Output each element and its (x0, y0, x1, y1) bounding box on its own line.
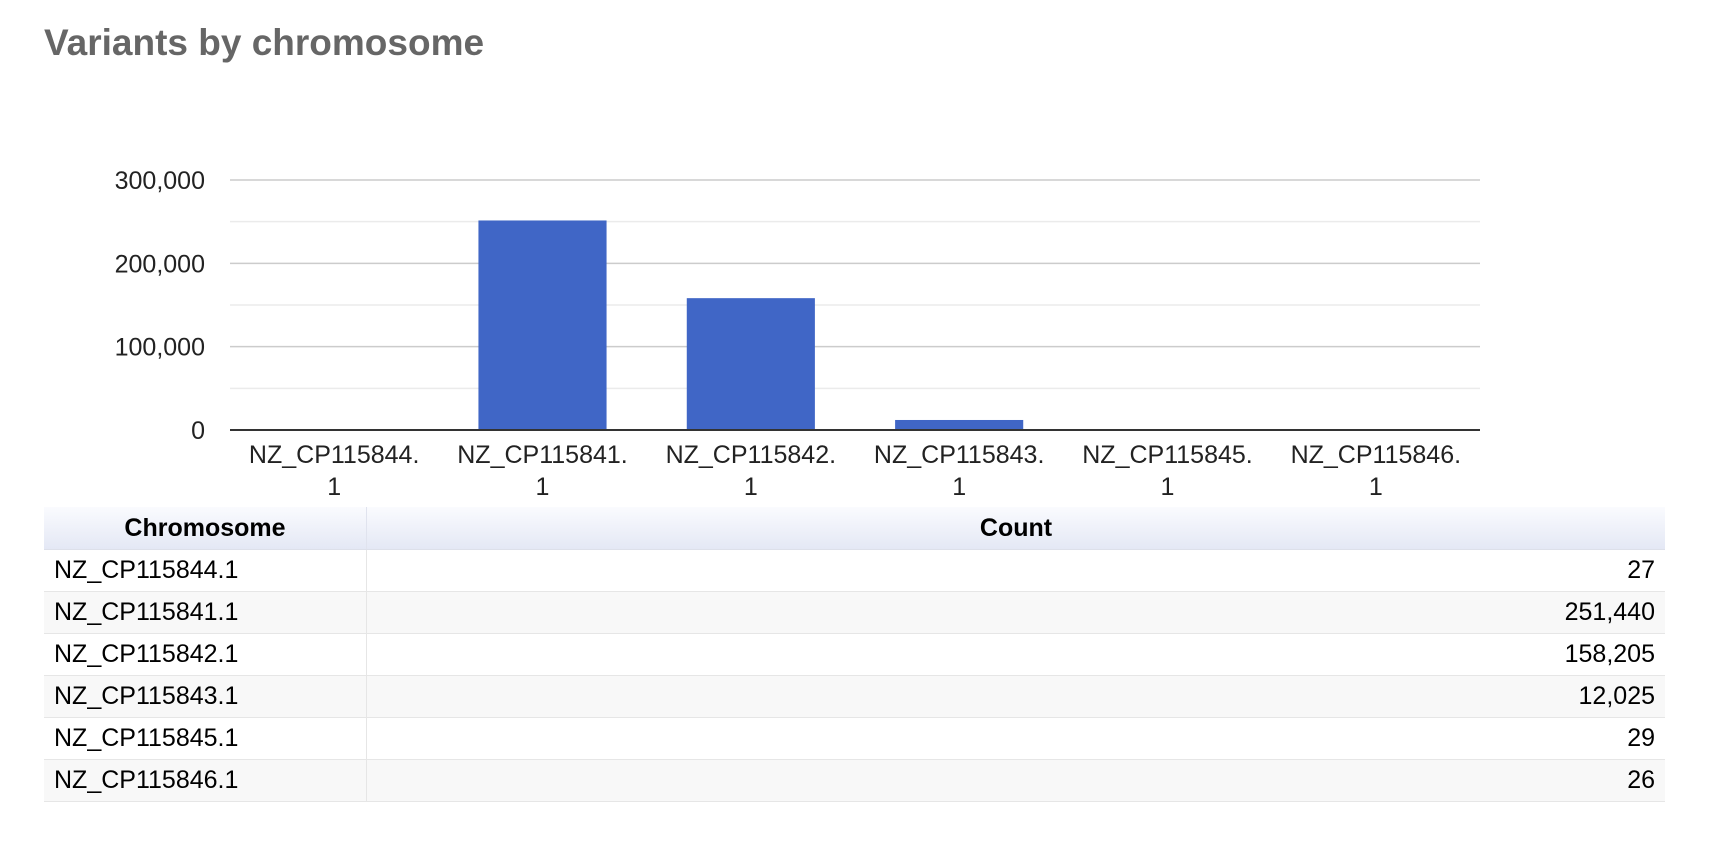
x-tick-label-line: NZ_CP115841. (457, 441, 627, 469)
x-tick-label: NZ_CP115843. 1 (874, 441, 1044, 501)
x-tick-label-line: 1 (1161, 473, 1175, 501)
cell-chromosome: NZ_CP115846.1 (44, 759, 367, 802)
cell-count: 29 (366, 717, 1665, 760)
x-tick-label: NZ_CP115841. 1 (457, 441, 627, 501)
table-row[interactable]: NZ_CP115842.1 158,205 (44, 633, 1665, 676)
x-tick-label-line: 1 (1369, 473, 1383, 501)
x-tick-label-line: NZ_CP115842. (666, 441, 836, 469)
bar[interactable] (895, 419, 1024, 430)
cell-chromosome: NZ_CP115842.1 (44, 633, 367, 676)
bar[interactable] (478, 220, 607, 430)
x-tick-label: NZ_CP115842. 1 (666, 441, 836, 501)
x-axis-ticks: NZ_CP115844. 1NZ_CP115841. 1NZ_CP115842. 1N… (249, 441, 1461, 501)
x-tick-label-line: NZ_CP115846. (1291, 441, 1461, 469)
cell-chromosome: NZ_CP115845.1 (44, 717, 367, 760)
table-row[interactable]: NZ_CP115843.1 12,025 (44, 675, 1665, 718)
y-tick-label: 200,000 (115, 250, 205, 278)
chart-gridlines (230, 179, 1480, 390)
x-tick-label-line: NZ_CP115844. (249, 441, 419, 469)
data-table: Chromosome Count NZ_CP115844.1 27 NZ_CP1… (44, 507, 1665, 802)
y-tick-label: 100,000 (115, 334, 205, 362)
table-row[interactable]: NZ_CP115845.1 29 (44, 717, 1665, 760)
cell-count: 26 (366, 759, 1665, 802)
chart-bars (270, 220, 1440, 430)
x-tick-label-line: 1 (744, 473, 758, 501)
bar[interactable] (686, 298, 815, 430)
x-tick-label: NZ_CP115844. 1 (249, 441, 419, 501)
y-tick-label: 300,000 (115, 167, 205, 195)
x-tick-label-line: 1 (952, 473, 966, 501)
x-tick-label: NZ_CP115846. 1 (1291, 441, 1461, 501)
cell-count: 251,440 (366, 591, 1665, 634)
cell-chromosome: NZ_CP115844.1 (44, 549, 367, 592)
cell-count: 158,205 (366, 633, 1665, 676)
x-tick-label-line: 1 (536, 473, 550, 501)
y-axis-ticks: 0 100,000 200,000 300,000 (115, 167, 205, 445)
x-tick-label-line: NZ_CP115845. (1082, 441, 1252, 469)
x-tick-label: NZ_CP115845. 1 (1082, 441, 1252, 501)
column-header-count[interactable]: Count (366, 507, 1665, 550)
table-row[interactable]: NZ_CP115844.1 27 (44, 549, 1665, 592)
y-tick-label: 0 (191, 417, 205, 445)
x-tick-label-line: 1 (327, 473, 341, 501)
table-row[interactable]: NZ_CP115846.1 26 (44, 759, 1665, 802)
column-header-chromosome[interactable]: Chromosome (44, 507, 367, 550)
page-title: Variants by chromosome (44, 22, 485, 63)
table-row[interactable]: NZ_CP115841.1 251,440 (44, 591, 1665, 634)
cell-count: 27 (366, 549, 1665, 592)
cell-count: 12,025 (366, 675, 1665, 718)
x-tick-label-line: NZ_CP115843. (874, 441, 1044, 469)
cell-chromosome: NZ_CP115841.1 (44, 591, 367, 634)
cell-chromosome: NZ_CP115843.1 (44, 675, 367, 718)
table-header-row: Chromosome Count (44, 507, 1665, 550)
